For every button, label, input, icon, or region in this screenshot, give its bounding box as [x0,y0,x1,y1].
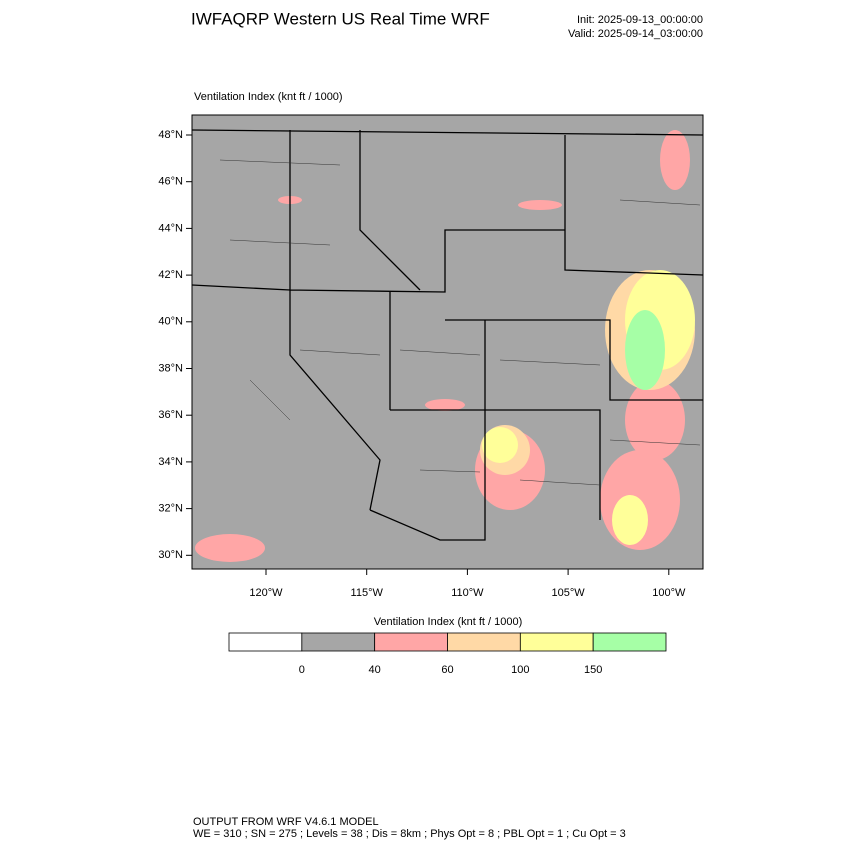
color-box [592,632,667,652]
color-box [301,632,376,652]
title: IWFAQRP Western US Real Time WRF [191,9,490,28]
color-label: 100 [511,664,529,676]
map-frame [191,114,704,570]
lat-label: 30°N [158,549,183,561]
color-label: 40 [369,664,381,676]
color-label: 150 [584,664,602,676]
color-label: 60 [441,664,453,676]
lat-label: 40°N [158,316,183,328]
map-title: Ventilation Index (knt ft / 1000) [194,91,343,103]
footer-line: OUTPUT FROM WRF V4.6.1 MODEL [193,816,379,828]
axes: 48°N 46°N 44°N 42°N 40°N 38°N 36°N 34°N 32°N 30°N… [158,129,686,599]
lat-label: 32°N [158,503,183,515]
color-box [447,632,521,652]
color-box [228,632,303,652]
color-box [374,632,448,652]
lat-label: 46°N [158,176,183,188]
lon-label: 110°W [451,587,484,599]
footer-line: WE = 310 ; SN = 275 ; Levels = 38 ; Dis … [193,828,626,840]
lon-label: 115°W [351,587,384,599]
lat-label: 44°N [158,222,183,234]
color-box [519,632,594,652]
lon-label: 100°W [652,587,686,599]
lat-label: 48°N [158,129,183,141]
init-time: Init: 2025-09-13_00:00:00 [577,14,703,26]
lat-label: 36°N [158,409,183,421]
colorbar: 0 40 60 100 150 [228,632,667,676]
lon-label: 105°W [552,587,586,599]
lat-label: 42°N [158,269,183,281]
valid-time: Valid: 2025-09-14_03:00:00 [568,28,703,40]
map [192,115,703,569]
lon-label: 120°W [249,587,283,599]
lat-label: 34°N [158,456,183,468]
lat-label: 38°N [158,362,183,374]
color-label: 0 [299,664,305,676]
legend-title: Ventilation Index (knt ft / 1000) [374,616,523,628]
